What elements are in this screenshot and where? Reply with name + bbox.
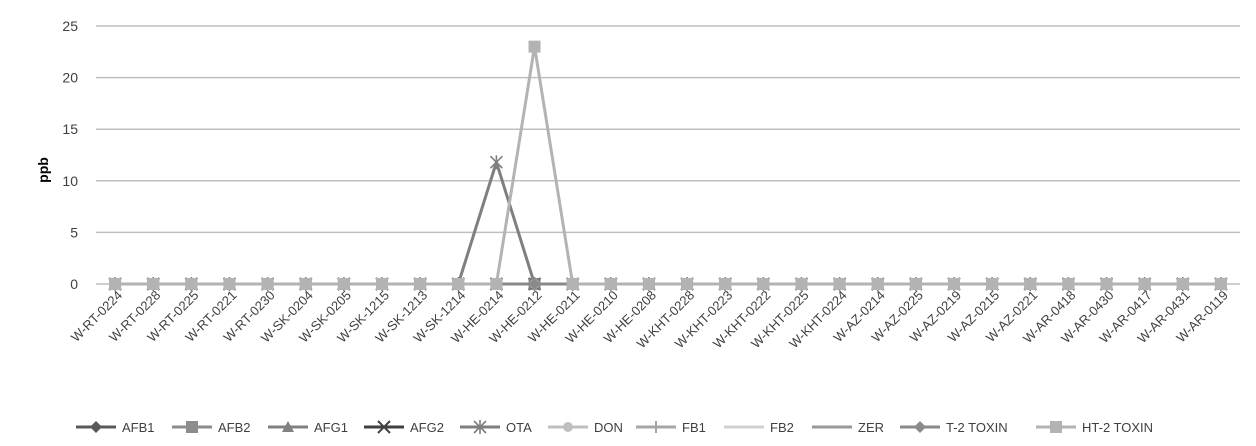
data-point xyxy=(642,278,655,290)
data-point xyxy=(223,278,236,290)
y-axis-label: ppb xyxy=(35,157,51,183)
legend-item: DON xyxy=(548,420,623,435)
legend-label: DON xyxy=(594,420,623,435)
gridlines xyxy=(96,25,1240,285)
legend-label: FB1 xyxy=(682,420,706,435)
data-point xyxy=(1138,278,1151,290)
series xyxy=(108,40,1228,291)
data-point xyxy=(261,278,274,290)
data-point xyxy=(1024,278,1037,290)
legend-item: HT-2 TOXIN xyxy=(1036,420,1153,435)
data-point xyxy=(452,278,465,290)
data-point xyxy=(566,278,579,290)
data-point xyxy=(337,278,350,290)
x-axis-ticks: W-RT-0224W-RT-0228W-RT-0225W-RT-0221W-RT… xyxy=(68,288,1231,352)
data-point xyxy=(909,278,922,290)
data-point xyxy=(109,278,122,290)
legend-item: FB2 xyxy=(724,420,794,435)
data-point xyxy=(490,278,503,290)
y-tick-label: 25 xyxy=(62,18,78,34)
legend: AFB1 AFB2 AFG1 AFG2 OTA DON FB1 FB2 ZER T-2 TOXIN… xyxy=(76,420,1153,435)
y-tick-label: 15 xyxy=(62,121,78,137)
legend-label: FB2 xyxy=(770,420,794,435)
y-tick-label: 20 xyxy=(62,70,78,86)
y-tick-label: 5 xyxy=(70,224,78,240)
data-point xyxy=(1062,278,1075,290)
legend-label: AFB1 xyxy=(122,420,155,435)
data-point xyxy=(757,278,770,290)
data-point xyxy=(1100,278,1113,290)
data-point xyxy=(528,40,541,53)
data-point xyxy=(1176,278,1189,290)
data-point xyxy=(833,278,846,290)
data-point xyxy=(795,278,808,290)
data-point xyxy=(719,278,732,290)
series-ht-2-toxin xyxy=(109,40,1227,290)
series-ota xyxy=(108,155,1228,291)
data-point xyxy=(986,278,999,290)
data-point xyxy=(185,278,198,290)
legend-label: AFB2 xyxy=(218,420,251,435)
legend-label: ZER xyxy=(858,420,884,435)
data-point xyxy=(528,278,541,290)
legend-item: OTA xyxy=(460,420,532,435)
data-point xyxy=(871,278,884,290)
y-axis-ticks: 0 5 10 15 20 25 xyxy=(62,18,78,292)
data-point xyxy=(948,278,960,290)
legend-marker xyxy=(563,422,573,432)
legend-item: ZER xyxy=(812,420,884,435)
legend-label: OTA xyxy=(506,420,532,435)
legend-marker xyxy=(473,420,487,434)
legend-marker xyxy=(186,421,198,433)
legend-marker xyxy=(282,421,294,432)
legend-item: AFB2 xyxy=(172,420,251,435)
series-line xyxy=(115,45,1221,286)
legend-marker xyxy=(90,421,102,433)
data-point xyxy=(604,278,617,290)
legend-item: T-2 TOXIN xyxy=(900,420,1008,435)
legend-marker xyxy=(914,421,926,433)
legend-item: AFG1 xyxy=(268,420,348,435)
data-point xyxy=(414,278,427,290)
legend-label: HT-2 TOXIN xyxy=(1082,420,1153,435)
data-point xyxy=(489,155,503,170)
data-point xyxy=(681,278,694,290)
legend-label: AFG1 xyxy=(314,420,348,435)
legend-item: FB1 xyxy=(636,420,706,435)
legend-marker xyxy=(650,421,662,433)
y-tick-label: 10 xyxy=(62,173,78,189)
data-point xyxy=(376,278,388,290)
data-point xyxy=(299,278,312,290)
data-point xyxy=(147,278,160,290)
legend-item: AFB1 xyxy=(76,420,155,435)
legend-item: AFG2 xyxy=(364,420,444,435)
legend-label: AFG2 xyxy=(410,420,444,435)
legend-label: T-2 TOXIN xyxy=(946,420,1008,435)
legend-marker xyxy=(377,420,391,434)
data-point xyxy=(1214,278,1227,290)
y-tick-label: 0 xyxy=(70,276,78,292)
legend-marker xyxy=(1050,421,1062,433)
